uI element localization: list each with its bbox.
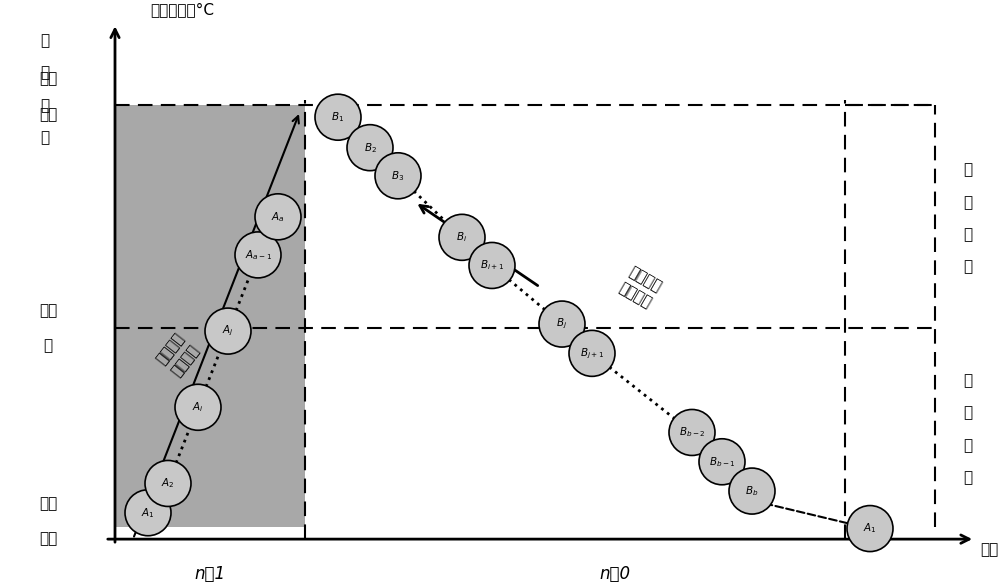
Text: 死: 死 <box>963 438 973 453</box>
Ellipse shape <box>729 468 775 514</box>
Ellipse shape <box>205 308 251 354</box>
Text: 温度: 温度 <box>39 496 57 512</box>
Text: 自上而下
关闭设备: 自上而下 关闭设备 <box>154 331 202 379</box>
Text: n＝0: n＝0 <box>599 565 631 584</box>
Ellipse shape <box>375 153 421 199</box>
Text: $B_{2}$: $B_{2}$ <box>364 141 376 155</box>
Text: 区: 区 <box>963 470 973 485</box>
Text: 温: 温 <box>40 33 50 48</box>
Ellipse shape <box>699 439 745 485</box>
Text: 温: 温 <box>963 162 973 178</box>
Ellipse shape <box>469 243 515 288</box>
Ellipse shape <box>315 94 361 140</box>
Text: $B_{i}$: $B_{i}$ <box>456 230 468 244</box>
Text: 室内温度／°C: 室内温度／°C <box>150 2 214 18</box>
Text: 度: 度 <box>963 195 973 210</box>
Bar <box>115 105 305 527</box>
Text: $B_{{j+1}}$: $B_{{j+1}}$ <box>580 346 604 360</box>
Text: $B_{j}$: $B_{j}$ <box>556 317 568 331</box>
Ellipse shape <box>669 410 715 455</box>
Text: 上界: 上界 <box>39 107 57 122</box>
Text: 下界: 下界 <box>39 532 57 547</box>
Text: 死: 死 <box>963 227 973 242</box>
Text: $A_{1}$: $A_{1}$ <box>141 506 155 520</box>
Ellipse shape <box>539 301 585 347</box>
Text: $B_{1}$: $B_{1}$ <box>331 110 345 124</box>
Text: $A_{i}$: $A_{i}$ <box>192 400 204 414</box>
Text: 区: 区 <box>963 259 973 274</box>
Text: $B_{3}$: $B_{3}$ <box>391 169 405 183</box>
Ellipse shape <box>439 214 485 260</box>
Text: 度: 度 <box>963 406 973 421</box>
Text: 界: 界 <box>40 130 50 145</box>
Text: $A_{1}$: $A_{1}$ <box>863 522 877 536</box>
Text: n＝1: n＝1 <box>194 565 226 584</box>
Ellipse shape <box>569 331 615 376</box>
Text: $B_{{i+1}}$: $B_{{i+1}}$ <box>480 258 504 272</box>
Ellipse shape <box>175 384 221 430</box>
Text: 上: 上 <box>40 98 50 113</box>
Ellipse shape <box>145 461 191 506</box>
Text: 时间: 时间 <box>980 542 998 557</box>
Text: $A_{j}$: $A_{j}$ <box>222 324 234 338</box>
Text: $A_{{a-1}}$: $A_{{a-1}}$ <box>245 248 271 262</box>
Ellipse shape <box>235 232 281 278</box>
Ellipse shape <box>255 194 301 240</box>
Text: 值: 值 <box>43 338 53 353</box>
Text: 设定: 设定 <box>39 303 57 318</box>
Text: $A_{2}$: $A_{2}$ <box>161 476 175 490</box>
Text: 度: 度 <box>40 66 50 80</box>
Text: 温度: 温度 <box>39 71 57 87</box>
Text: $A_{a}$: $A_{a}$ <box>271 210 285 224</box>
Ellipse shape <box>125 490 171 536</box>
Text: $B_{{b-1}}$: $B_{{b-1}}$ <box>709 455 735 469</box>
Text: 自下而上
开启设备: 自下而上 开启设备 <box>616 264 664 311</box>
Text: $B_{{b-2}}$: $B_{{b-2}}$ <box>679 425 705 440</box>
Text: $B_{b}$: $B_{b}$ <box>745 484 759 498</box>
Text: 温: 温 <box>963 373 973 389</box>
Ellipse shape <box>847 506 893 551</box>
Ellipse shape <box>347 125 393 171</box>
